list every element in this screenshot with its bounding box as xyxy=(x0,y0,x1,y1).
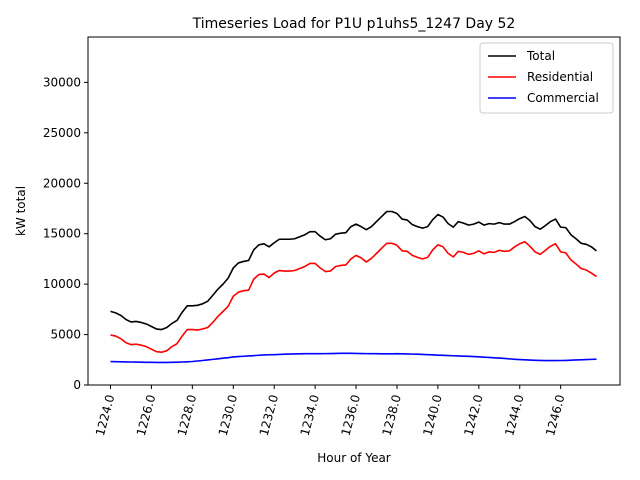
y-axis-label: kW total xyxy=(14,186,28,236)
y-tick-label: 20000 xyxy=(43,176,81,190)
x-tick-label: 1242.0 xyxy=(461,393,485,437)
x-tick-label: 1246.0 xyxy=(543,393,567,437)
x-tick-label: 1238.0 xyxy=(379,393,403,437)
plot-frame xyxy=(87,36,621,386)
y-tick-label: 5000 xyxy=(50,328,81,342)
series-line-commercial xyxy=(110,352,597,364)
x-tick-label: 1224.0 xyxy=(93,393,117,437)
legend-label-commercial: Commercial xyxy=(527,91,599,105)
x-tick-label: 1230.0 xyxy=(216,393,240,437)
x-tick-label: 1232.0 xyxy=(257,393,281,437)
legend-label-residential: Residential xyxy=(527,70,593,84)
legend: Total Residential Commercial xyxy=(479,42,614,114)
y-tick-label: 0 xyxy=(73,378,81,392)
x-tick-label: 1236.0 xyxy=(339,393,363,437)
legend-label-total: Total xyxy=(526,49,555,63)
y-tick-label: 15000 xyxy=(43,227,81,241)
legend-box xyxy=(479,42,614,114)
chart-title: Timeseries Load for P1U p1uhs5_1247 Day … xyxy=(192,16,516,32)
series-lines xyxy=(110,210,597,364)
x-tick-label: 1240.0 xyxy=(420,393,444,437)
y-tick-label: 30000 xyxy=(43,75,81,89)
series-line-residential xyxy=(110,240,597,354)
x-tick-label: 1234.0 xyxy=(298,393,322,437)
series-line-total xyxy=(110,210,597,331)
x-tick-label: 1226.0 xyxy=(134,393,158,437)
y-tick-label: 10000 xyxy=(43,277,81,291)
x-axis-label: Hour of Year xyxy=(317,451,391,465)
x-tick-label: 1228.0 xyxy=(175,393,199,437)
axis-ticks: 0 5000 10000 15000 20000 25000 30000 1224.0 1226… xyxy=(43,75,568,437)
y-tick-label: 25000 xyxy=(43,126,81,140)
x-tick-label: 1244.0 xyxy=(502,393,526,437)
